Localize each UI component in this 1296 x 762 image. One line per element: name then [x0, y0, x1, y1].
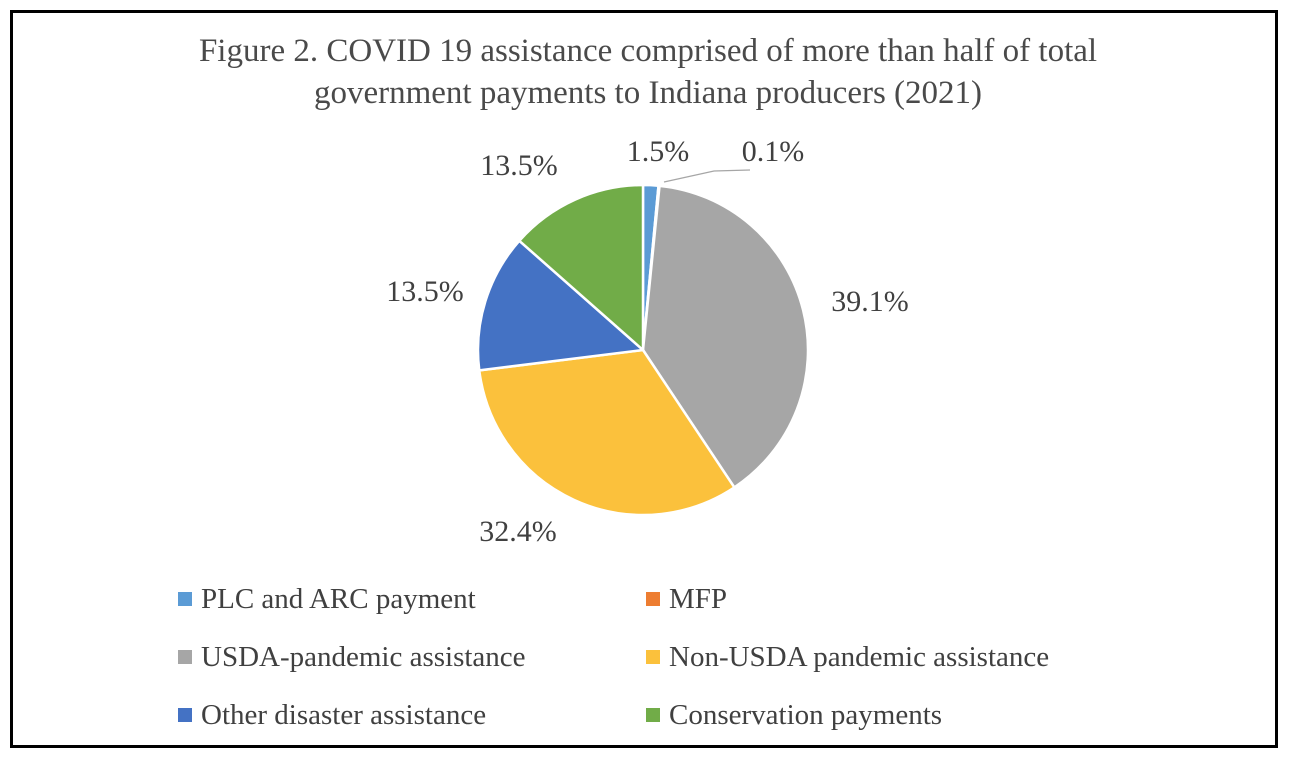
legend-swatch-icon — [646, 650, 660, 664]
legend-swatch-icon — [178, 650, 192, 664]
slice-label: 39.1% — [831, 285, 909, 318]
legend-swatch-icon — [178, 708, 192, 722]
legend-label: MFP — [669, 583, 728, 615]
legend-item-other-disaster-assistance: Other disaster assistance — [178, 698, 646, 732]
legend-swatch-icon — [646, 592, 660, 606]
legend-item-conservation-payments: Conservation payments — [646, 698, 1138, 732]
pie-slice-non-usda-pandemic-assistance — [478, 348, 736, 517]
legend-item-non-usda-pandemic-assistance: Non-USDA pandemic assistance — [646, 640, 1138, 674]
slice-label: 13.5% — [386, 275, 464, 308]
legend-label: Conservation payments — [669, 699, 943, 731]
legend-item-usda-pandemic-assistance: USDA-pandemic assistance — [178, 640, 646, 674]
legend-swatch-icon — [646, 708, 660, 722]
pie-slice-conservation-payments — [518, 183, 645, 352]
legend-label: USDA-pandemic assistance — [201, 641, 526, 673]
legend: PLC and ARC payment MFP USDA-pandemic assi… — [178, 582, 1138, 732]
legend-item-mfp: MFP — [646, 582, 1138, 616]
leader-line — [663, 169, 751, 183]
legend-label: PLC and ARC payment — [201, 583, 476, 615]
legend-label: Non-USDA pandemic assistance — [669, 641, 1050, 673]
legend-swatch-icon — [178, 592, 192, 606]
legend-item-plc-and-arc-payment: PLC and ARC payment — [178, 582, 646, 616]
legend-label: Other disaster assistance — [201, 699, 487, 731]
slice-label: 1.5% — [626, 135, 690, 168]
slice-label: 32.4% — [479, 515, 557, 548]
chart-title: Figure 2. COVID 19 assistance comprised … — [198, 33, 1098, 112]
slice-label: 0.1% — [741, 135, 805, 168]
slice-label: 13.5% — [480, 149, 558, 182]
pie-slice-other-disaster-assistance — [476, 239, 645, 372]
